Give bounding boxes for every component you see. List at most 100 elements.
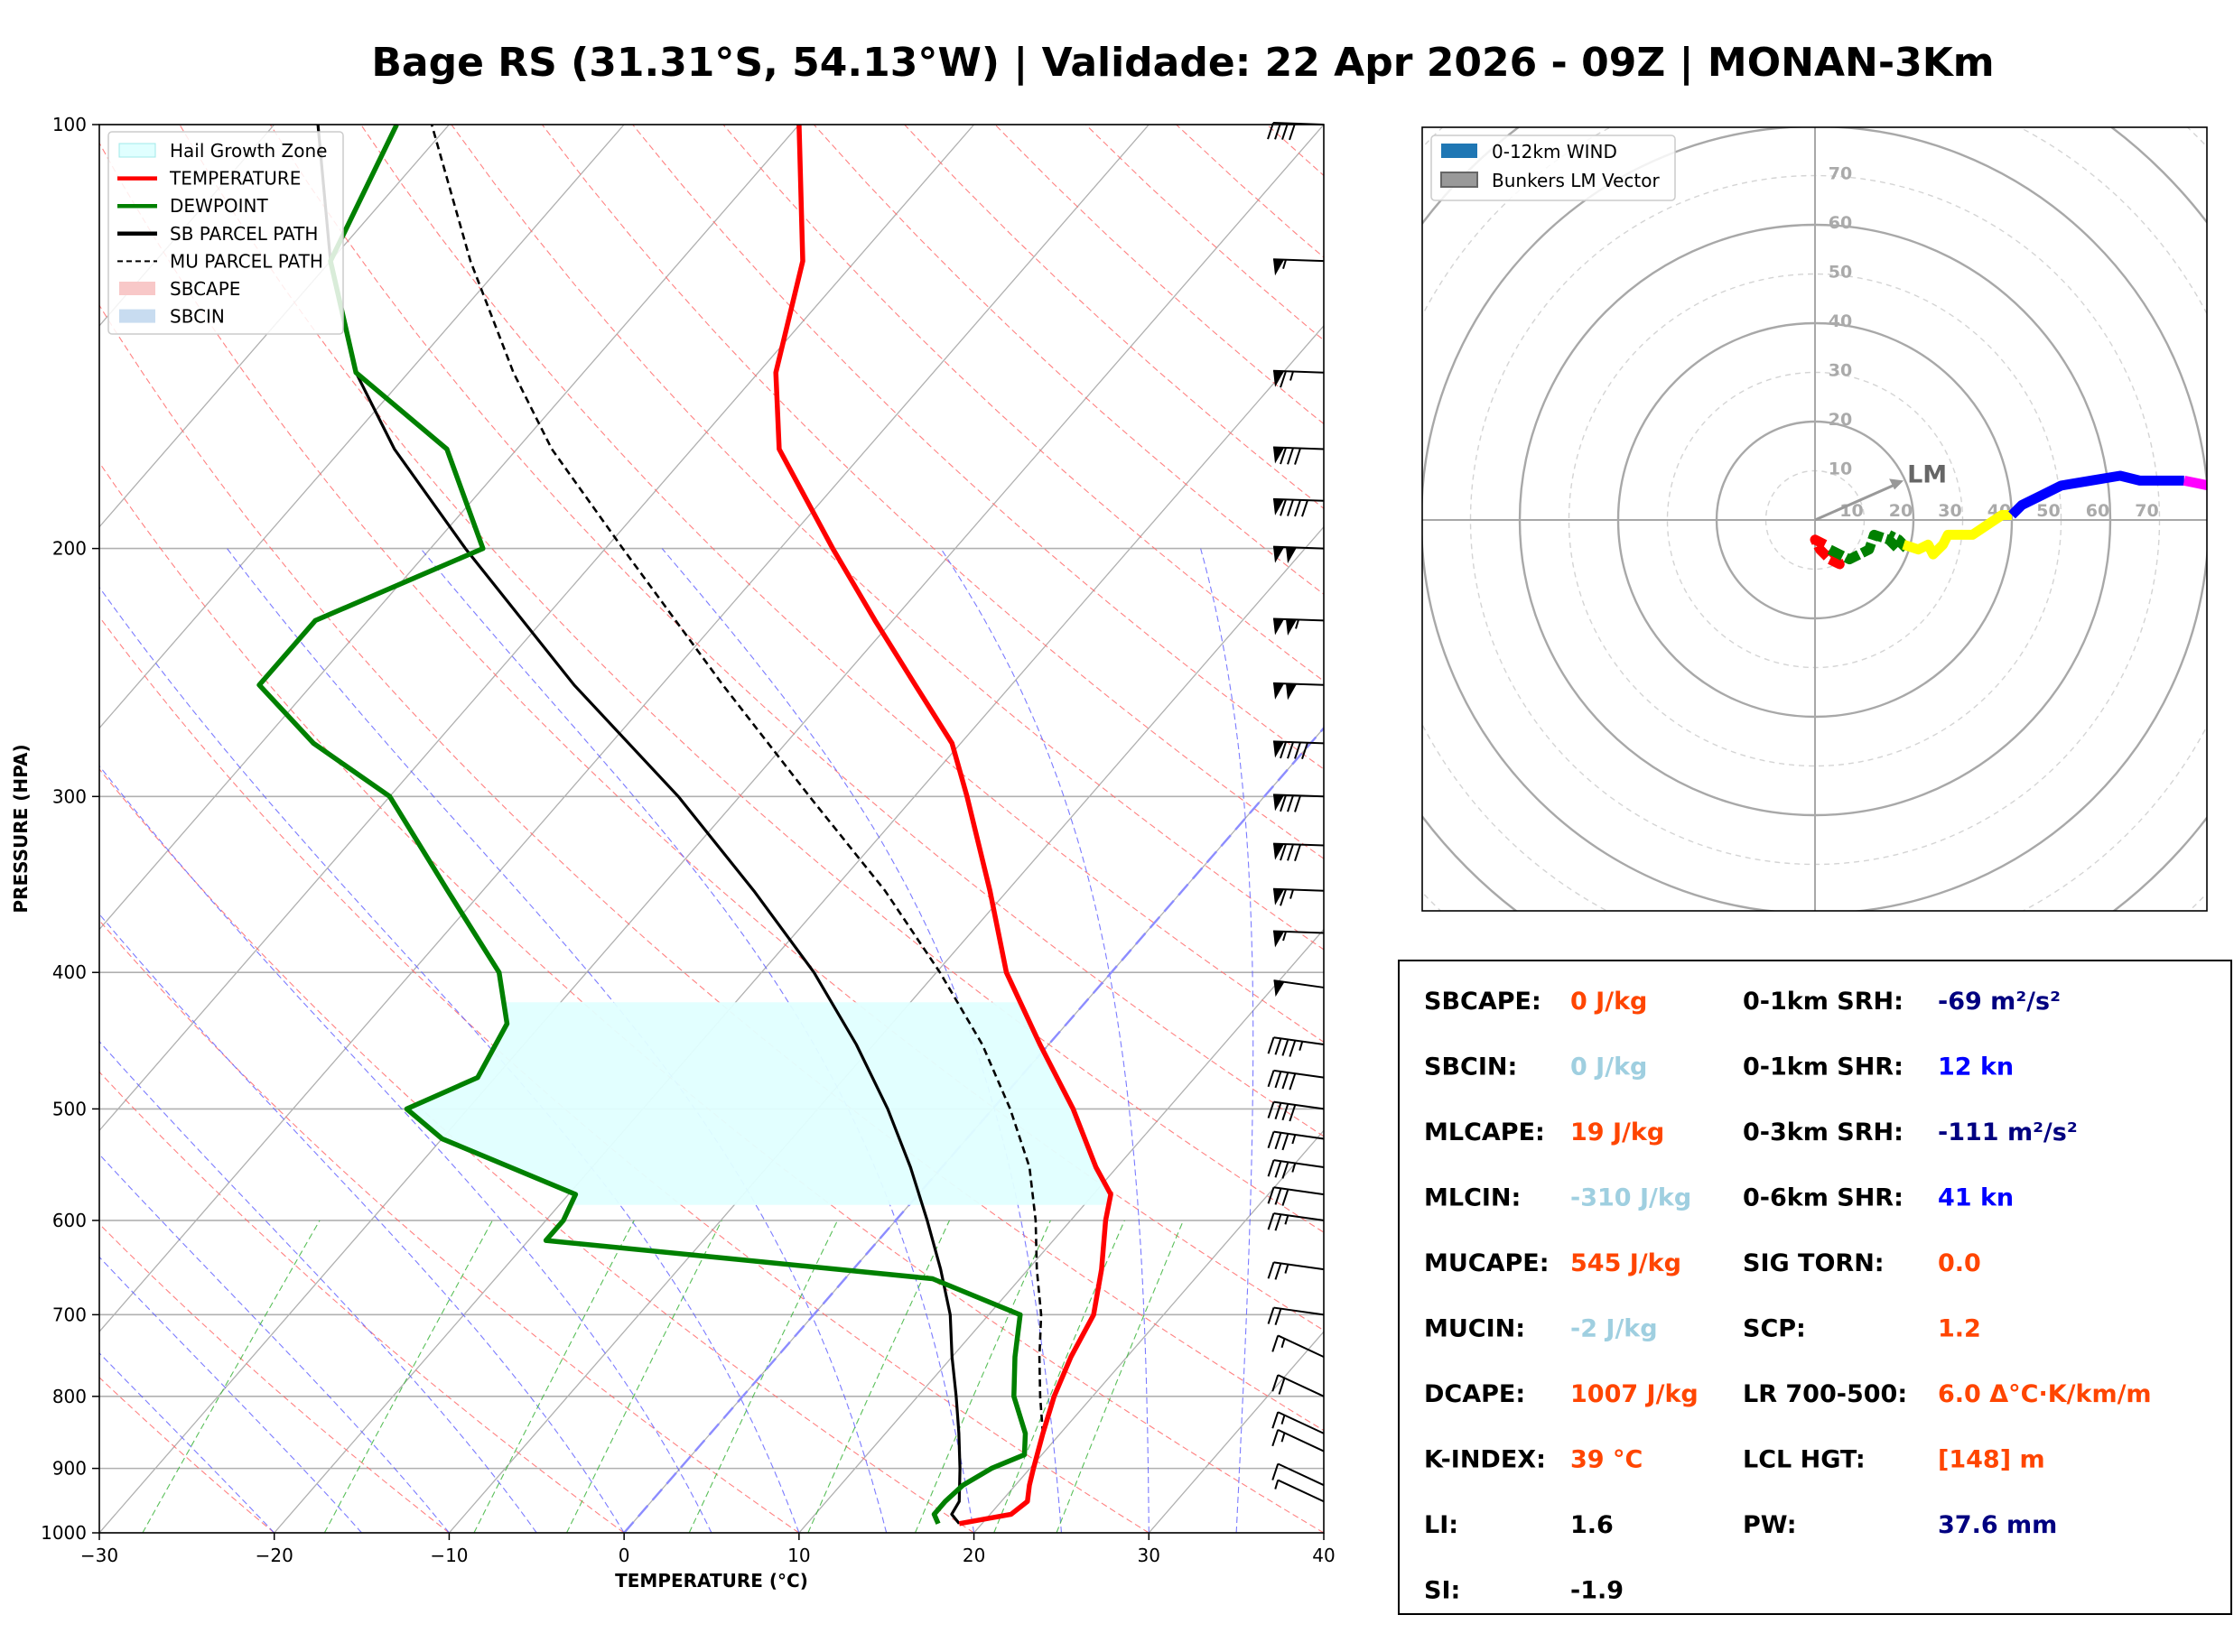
mixing-ratio-line xyxy=(807,1220,950,1533)
legend-label: 0-12km WIND xyxy=(1492,141,1617,162)
bunkers-lm-label: LM xyxy=(1907,460,1947,488)
wind-barb-flag xyxy=(1273,741,1285,758)
isotherm xyxy=(973,1129,1324,1533)
moist-adiabat xyxy=(99,913,625,1533)
wind-barb-full xyxy=(1281,1103,1289,1121)
wind-barb-full xyxy=(1289,1104,1297,1122)
wind-barb-staff xyxy=(1272,446,1325,450)
dry-adiabat xyxy=(99,919,800,1533)
wind-barb-flag xyxy=(1286,618,1298,636)
bunkers-lm-vector xyxy=(1814,482,1899,522)
legend-label: TEMPERATURE xyxy=(169,168,301,190)
index-label: PW: xyxy=(1743,1511,1797,1539)
wind-barb xyxy=(1271,1334,1325,1359)
hodograph-ring-label: 20 xyxy=(1829,410,1852,430)
wind-barb xyxy=(1267,1100,1325,1122)
isotherm xyxy=(274,324,1324,1533)
wind-barb-staff xyxy=(1277,1334,1325,1359)
wind-barb xyxy=(1271,1374,1325,1397)
hodograph-segment xyxy=(2183,476,2207,491)
index-label: DCAPE: xyxy=(1424,1380,1525,1408)
wind-barb-staff xyxy=(1277,1462,1325,1487)
wind-barb-staff xyxy=(1272,740,1325,745)
wind-barb xyxy=(1267,1261,1325,1280)
x-tick-label: 30 xyxy=(1138,1545,1160,1566)
isotherm xyxy=(99,125,1324,1533)
index-value: 39 °C xyxy=(1570,1446,1643,1474)
index-label: MLCIN: xyxy=(1424,1184,1521,1212)
wind-barb-staff xyxy=(1273,1036,1325,1046)
bunkers-lm-arrowhead xyxy=(1889,478,1904,490)
legend-swatch xyxy=(1440,172,1478,188)
sb-parcel-path xyxy=(316,125,962,1525)
hodograph-ring-label: 70 xyxy=(2135,501,2158,521)
skew-t-profiles xyxy=(256,125,1113,1527)
wind-barb-half xyxy=(1280,1338,1286,1349)
wind-barb-full xyxy=(1287,741,1294,759)
index-label: MUCAPE: xyxy=(1424,1249,1550,1277)
index-value: 1007 J/kg xyxy=(1570,1380,1699,1408)
wind-barb-full xyxy=(1287,447,1294,465)
index-label: 0-1km SHR: xyxy=(1743,1053,1904,1081)
dry-adiabat xyxy=(99,304,1324,1432)
mixing-ratio-line xyxy=(914,1220,1051,1533)
wind-barb-half xyxy=(1274,1480,1280,1490)
hodograph-ring xyxy=(1224,0,2234,1110)
wind-barb-full xyxy=(1267,1159,1275,1177)
hodograph-frame xyxy=(1421,126,2208,912)
wind-barb-full xyxy=(1280,370,1287,388)
temperature-axis-label: TEMPERATURE (°C) xyxy=(615,1570,808,1592)
wind-barb-flag xyxy=(1273,888,1285,905)
index-label: 0-3km SRH: xyxy=(1743,1118,1904,1146)
index-value: 12 kn xyxy=(1938,1053,2014,1081)
dry-adiabat xyxy=(99,461,1324,1533)
wind-barb-staff xyxy=(1272,258,1325,263)
wind-barb-flag xyxy=(1273,931,1285,948)
wind-barb-full xyxy=(1274,1308,1282,1325)
mixing-ratio-line xyxy=(473,1220,635,1533)
wind-barb-staff xyxy=(1273,1212,1325,1221)
hodograph-ring-label: 50 xyxy=(2036,501,2060,521)
wind-barb-full xyxy=(1294,795,1301,812)
legend-box xyxy=(1430,135,1676,201)
index-value: -1.9 xyxy=(1570,1577,1624,1605)
wind-barb-half xyxy=(1284,1264,1289,1274)
hodograph-ring-label: 50 xyxy=(1829,263,1852,283)
index-value: 545 J/kg xyxy=(1570,1249,1681,1277)
wind-barb xyxy=(1271,1428,1325,1452)
index-label: LR 700-500: xyxy=(1743,1380,1907,1408)
wind-barb-full xyxy=(1278,1378,1286,1395)
wind-barb-full xyxy=(1294,499,1301,517)
wind-barb-full xyxy=(1289,1072,1297,1091)
x-tick-label: −10 xyxy=(430,1545,468,1566)
wind-barb-staff xyxy=(1273,1130,1325,1140)
wind-barb xyxy=(1273,979,1325,998)
wind-barb-full xyxy=(1267,1186,1275,1204)
wind-barb-full xyxy=(1280,843,1287,861)
indices-box xyxy=(1398,960,2232,1615)
wind-barb-staff xyxy=(1272,887,1325,892)
wind-barb xyxy=(1267,1159,1325,1179)
index-label: MLCAPE: xyxy=(1424,1118,1545,1146)
wind-barb-full xyxy=(1289,123,1296,141)
temperature-line xyxy=(773,125,1113,1527)
skew-t-plot: −30 −20 −10 0 10 20 30 40 100 200 300 400 500 600 700… xyxy=(10,114,1336,1592)
wind-barb-full xyxy=(1267,1036,1275,1054)
wind-barb-staff xyxy=(1273,1306,1325,1316)
indices-panel: SBCAPE: 0 J/kg SBCIN: 0 J/kg MLCAPE: 19 J/kg M… xyxy=(1398,960,2232,1615)
wind-barb xyxy=(1271,1462,1325,1487)
index-label: 0-1km SRH: xyxy=(1743,988,1904,1016)
wind-barb-flag xyxy=(1273,794,1285,812)
dry-adiabat xyxy=(99,1377,275,1533)
y-tick-label: 100 xyxy=(52,114,87,135)
wind-barb-staff xyxy=(1273,1100,1325,1110)
wind-barb xyxy=(1272,930,1325,948)
x-tick-label: −20 xyxy=(256,1545,293,1566)
isotherm xyxy=(798,928,1324,1533)
index-value: 6.0 Δ°C·K/km/m xyxy=(1938,1380,2152,1408)
legend-label: Bunkers LM Vector xyxy=(1492,170,1661,191)
wind-barb xyxy=(1272,794,1325,812)
wind-barb-staff xyxy=(1272,682,1325,686)
wind-barb-full xyxy=(1294,844,1301,861)
wind-barb-half xyxy=(1280,1415,1286,1425)
